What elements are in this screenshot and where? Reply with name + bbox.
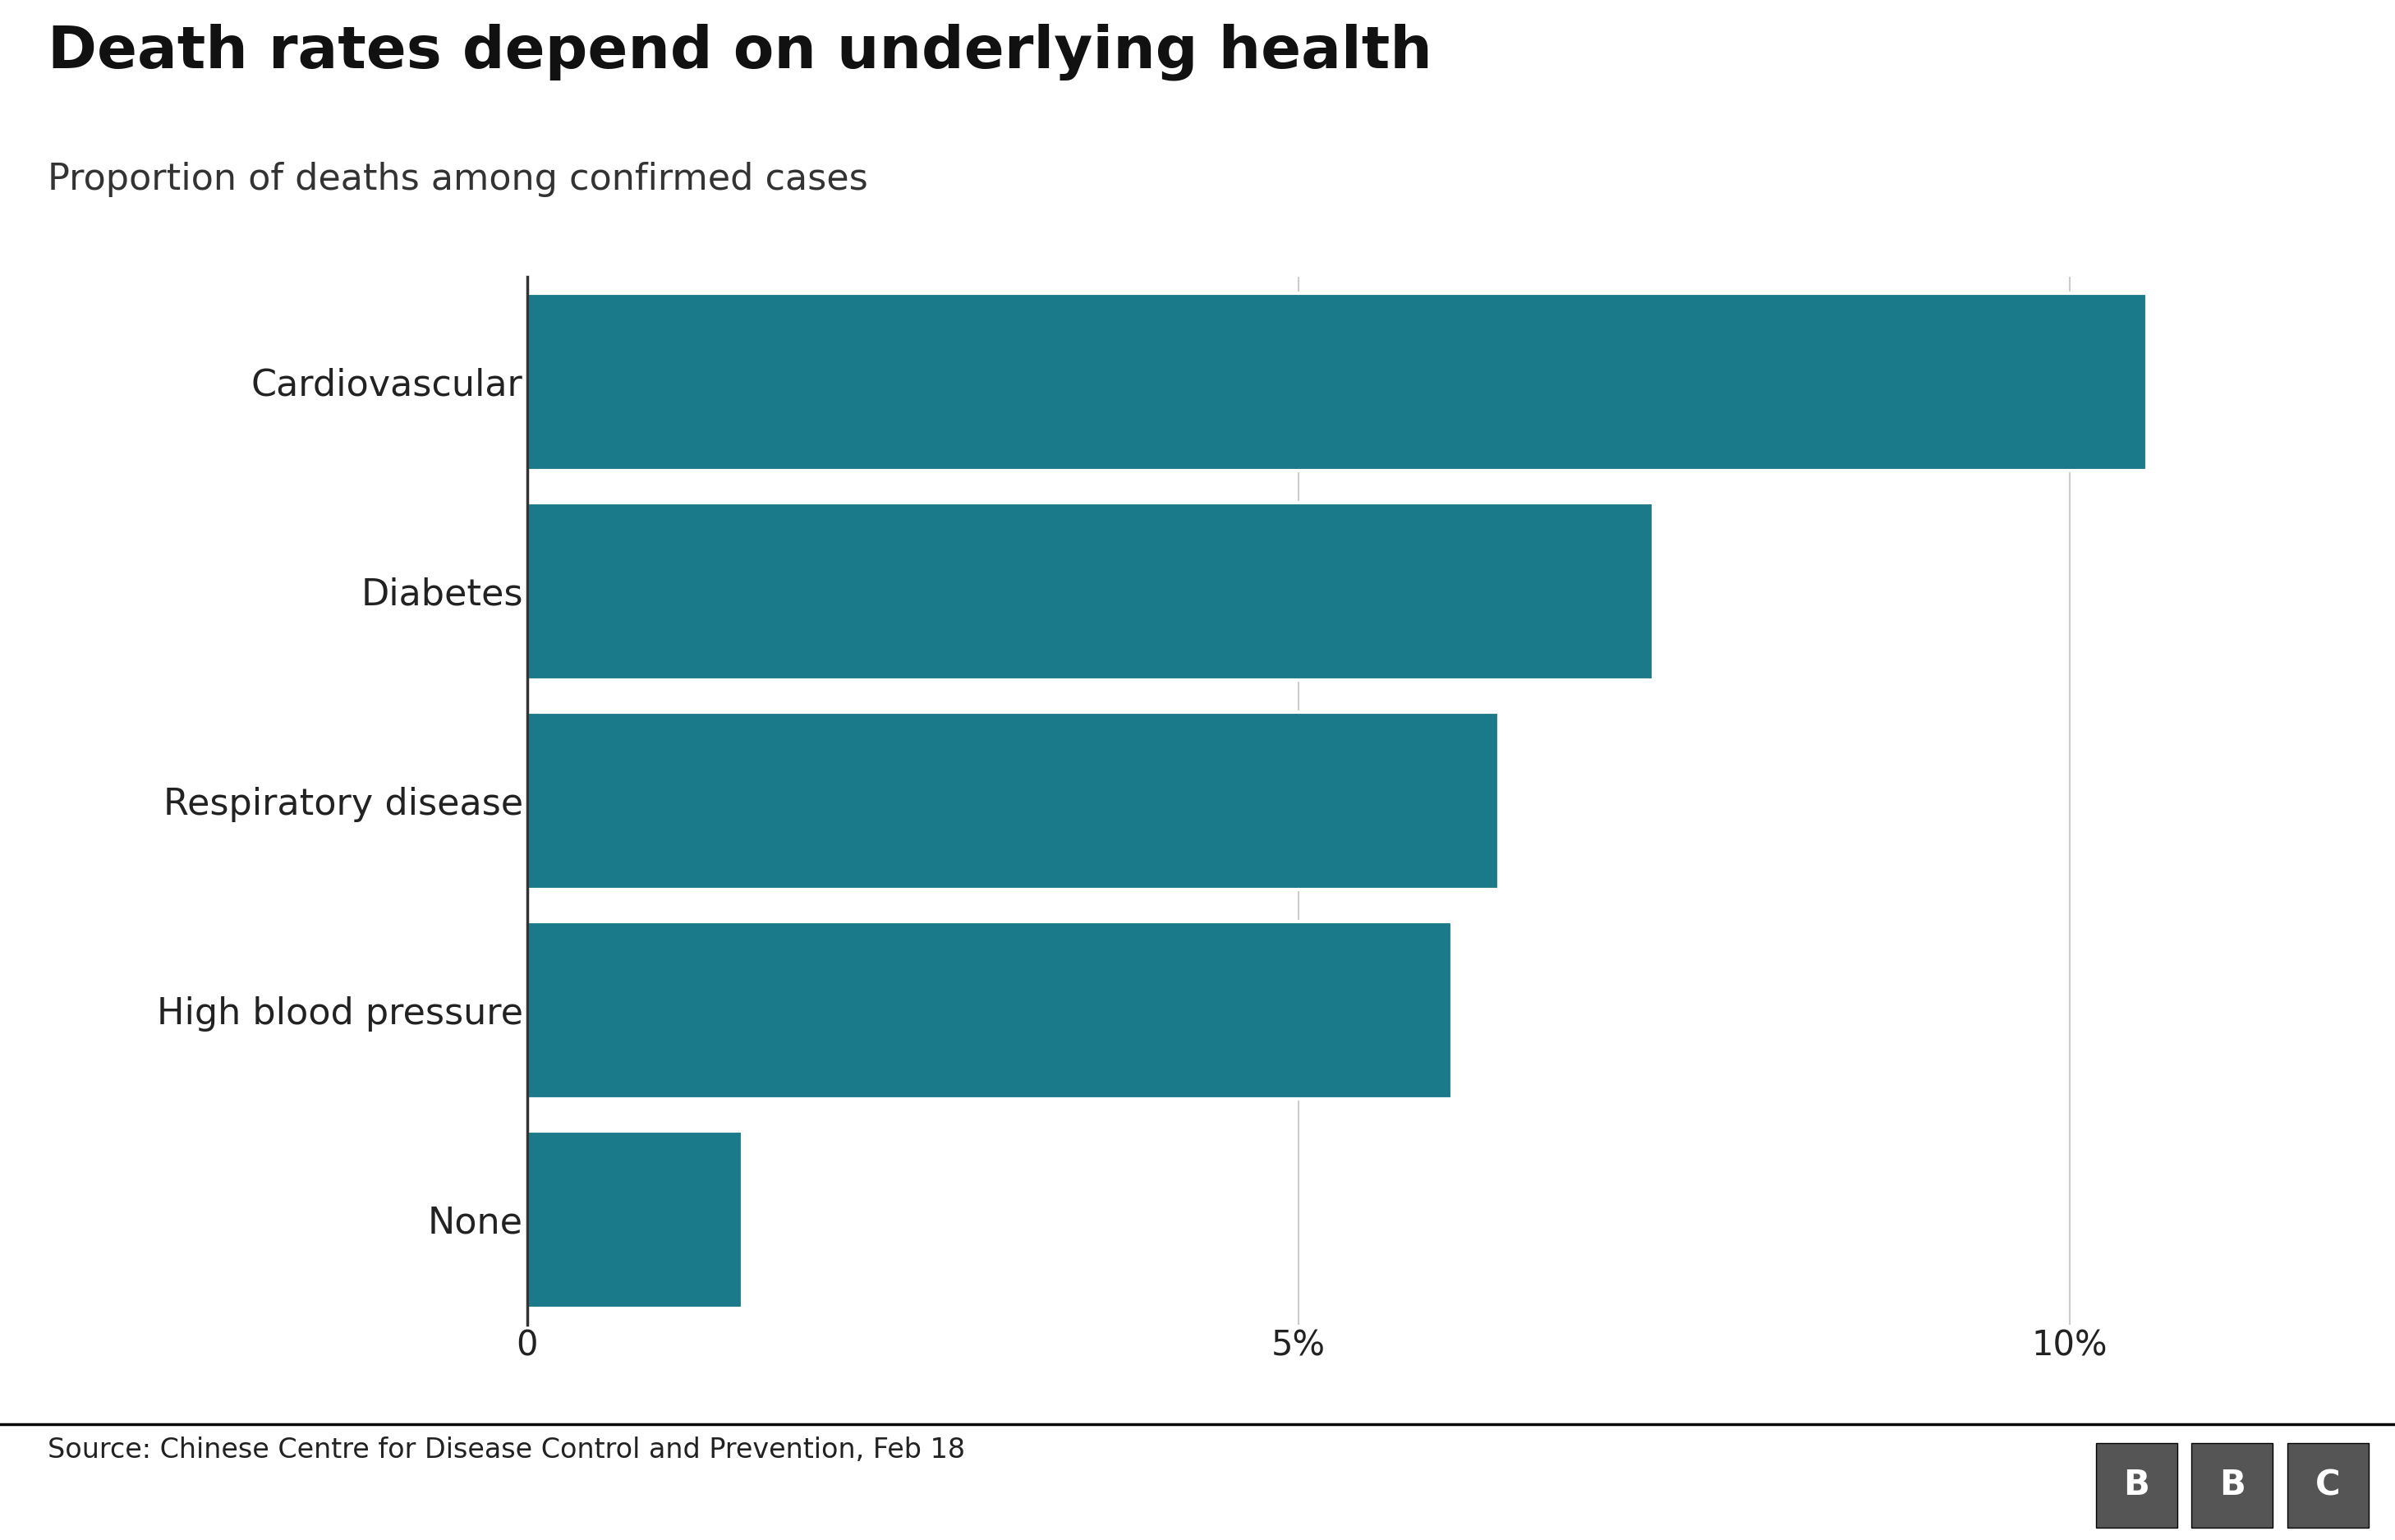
Text: Proportion of deaths among confirmed cases: Proportion of deaths among confirmed cas… <box>48 162 869 197</box>
Bar <box>527 502 1653 681</box>
Text: B: B <box>2220 1468 2244 1503</box>
Text: C: C <box>2316 1468 2340 1503</box>
Text: Death rates depend on underlying health: Death rates depend on underlying health <box>48 23 1432 80</box>
Text: Source: Chinese Centre for Disease Control and Prevention, Feb 18: Source: Chinese Centre for Disease Contr… <box>48 1437 965 1465</box>
Text: B: B <box>2124 1468 2148 1503</box>
Bar <box>527 293 2146 471</box>
Bar <box>527 711 1499 890</box>
Bar <box>527 921 1451 1100</box>
Bar <box>527 1130 742 1309</box>
